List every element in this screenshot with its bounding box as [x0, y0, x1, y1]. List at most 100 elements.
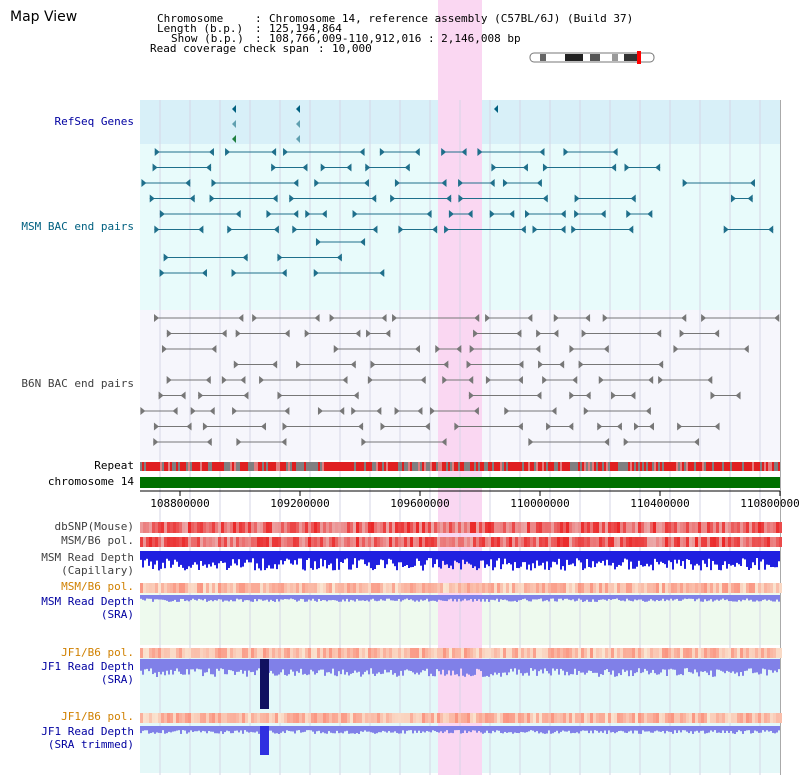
read-depth-bar — [526, 726, 528, 733]
read-depth-bar — [768, 726, 770, 732]
read-depth-bar — [208, 659, 210, 669]
repeat-block — [700, 462, 702, 471]
pol-heat-cell — [440, 522, 443, 533]
read-depth-bar — [628, 551, 630, 570]
pol-heat-cell — [638, 648, 641, 658]
read-depth-bar — [444, 659, 446, 676]
read-depth-bar — [448, 595, 450, 600]
pol-heat-cell — [161, 648, 164, 658]
pol-heat-cell — [194, 537, 197, 547]
pol-heat-cell — [296, 648, 299, 658]
read-depth-bar — [382, 551, 384, 561]
pol-heat-cell — [179, 713, 182, 723]
read-depth-bar — [184, 551, 186, 571]
repeat-block — [486, 462, 488, 471]
repeat-block — [524, 462, 526, 471]
read-depth-bar — [316, 551, 318, 570]
read-depth-bar — [510, 595, 512, 602]
repeat-block — [372, 462, 374, 471]
ideogram-band — [565, 54, 583, 61]
pol-heat-cell — [233, 648, 236, 658]
pol-heat-cell — [635, 583, 638, 593]
pol-heat-cell — [437, 522, 440, 533]
pol-heat-cell — [215, 522, 218, 533]
pol-heat-cell — [437, 713, 440, 723]
read-depth-bar — [178, 595, 180, 602]
read-depth-bar — [684, 595, 686, 599]
pol-heat-cell — [545, 522, 548, 533]
repeat-block — [296, 462, 298, 471]
read-depth-bar — [192, 551, 194, 565]
pol-heat-cell — [554, 648, 557, 658]
read-depth-bar — [314, 726, 316, 734]
pol-heat-cell — [749, 537, 752, 547]
read-depth-bar — [156, 726, 158, 733]
pol-heat-cell — [245, 522, 248, 533]
read-depth-bar — [730, 659, 732, 673]
read-depth-bar — [452, 595, 454, 602]
read-depth-bar — [476, 595, 478, 601]
pol-heat-cell — [500, 537, 503, 547]
read-depth-bar — [758, 595, 760, 602]
pol-heat-cell — [554, 522, 557, 533]
pol-heat-cell — [548, 583, 551, 593]
read-depth-bar — [334, 659, 336, 676]
read-depth-bar — [442, 551, 444, 561]
read-depth-bar — [342, 726, 344, 734]
pol-heat-cell — [338, 713, 341, 723]
pol-heat-cell — [431, 648, 434, 658]
pol-heat-cell — [158, 537, 161, 547]
msm-depth-sra-label: MSM Read Depth — [41, 595, 134, 608]
repeat-block — [562, 462, 564, 471]
read-depth-bar — [712, 726, 714, 732]
read-depth-bar — [208, 595, 210, 601]
read-depth-bar — [478, 551, 480, 569]
read-depth-bar — [402, 595, 404, 601]
pol-heat-cell — [452, 583, 455, 593]
repeat-block — [202, 462, 204, 471]
pol-heat-cell — [665, 537, 668, 547]
pol-heat-cell — [149, 648, 152, 658]
pol-heat-cell — [704, 522, 707, 533]
pol-heat-cell — [698, 648, 701, 658]
pol-heat-cell — [698, 537, 701, 547]
repeat-block — [466, 462, 468, 471]
pol-heat-cell — [560, 713, 563, 723]
pol-heat-cell — [725, 648, 728, 658]
pol-heat-cell — [575, 537, 578, 547]
pol-heat-cell — [197, 583, 200, 593]
repeat-block — [716, 462, 718, 471]
read-depth-bar — [296, 659, 298, 672]
bac-end-mark — [572, 376, 578, 384]
read-depth-bar — [216, 595, 218, 601]
read-depth-bar — [580, 659, 582, 673]
read-depth-bar — [386, 551, 388, 565]
read-depth-bar — [244, 659, 246, 671]
repeat-block — [596, 462, 598, 471]
pol-heat-cell — [269, 583, 272, 593]
read-depth-bar — [604, 551, 606, 566]
read-depth-bar — [588, 726, 590, 734]
read-depth-bar — [364, 551, 366, 565]
pol-heat-cell — [455, 522, 458, 533]
bac-end-mark — [520, 225, 526, 234]
pol-heat-cell — [464, 537, 467, 547]
read-depth-bar — [752, 659, 754, 674]
read-depth-bar — [372, 726, 374, 733]
pol-heat-cell — [635, 537, 638, 547]
pol-heat-cell — [656, 522, 659, 533]
pol-heat-cell — [683, 648, 686, 658]
read-depth-bar — [348, 659, 350, 676]
pol-heat-cell — [668, 713, 671, 723]
read-depth-bar — [304, 726, 306, 732]
pol-heat-cell — [467, 713, 470, 723]
read-depth-bar — [330, 551, 332, 564]
pol-heat-cell — [182, 583, 185, 593]
pol-heat-cell — [365, 713, 368, 723]
pol-heat-cell — [563, 713, 566, 723]
read-depth-bar — [678, 595, 680, 601]
read-depth-bar — [258, 551, 260, 569]
read-depth-bar — [306, 659, 308, 676]
pol-heat-cell — [251, 648, 254, 658]
